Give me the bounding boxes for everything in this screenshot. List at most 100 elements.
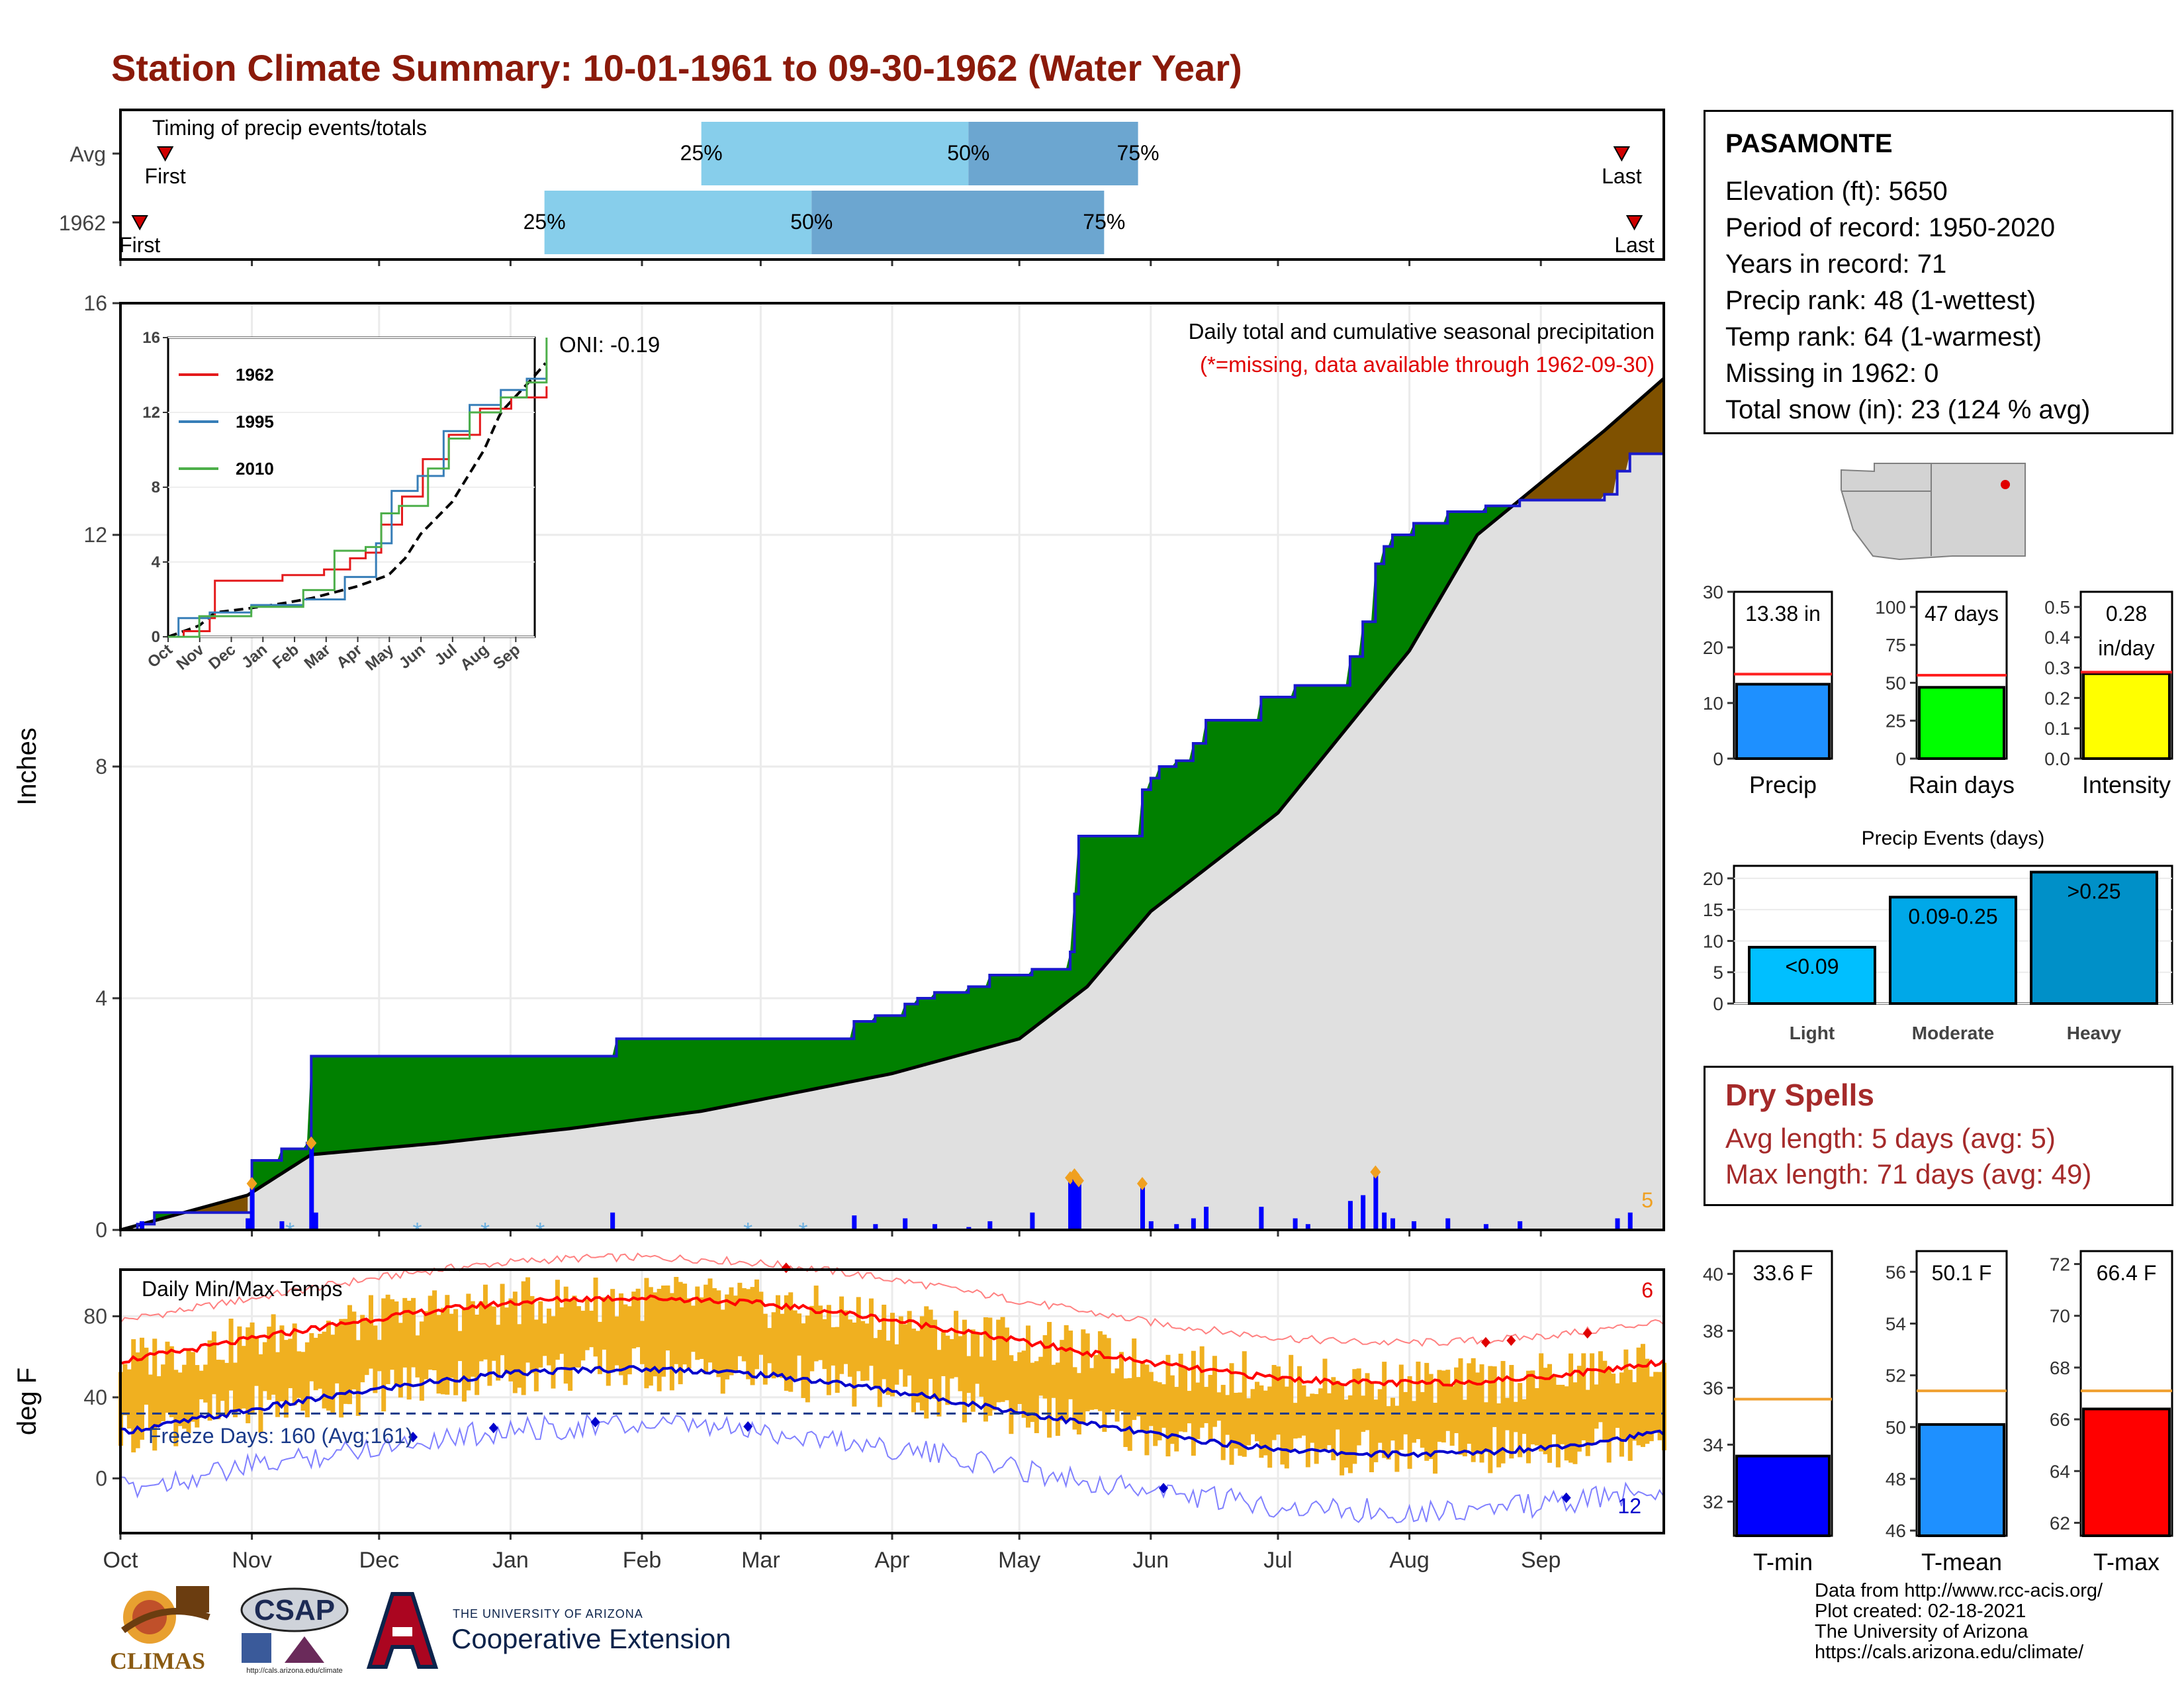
- first-marker-1: [131, 215, 148, 231]
- temp-daily-bar-251: [1183, 1366, 1188, 1432]
- temp-daily-bar-255: [1199, 1346, 1205, 1428]
- temp-daily-bar-97: [529, 1295, 535, 1374]
- daily-precip-bar-5: [313, 1212, 318, 1230]
- temp-daily-bar-248: [1169, 1375, 1175, 1444]
- temp-daily-bar-59: [368, 1295, 373, 1369]
- temp-daily-bar-18: [195, 1365, 200, 1428]
- temp-daily-bar-257: [1208, 1374, 1213, 1442]
- precip-ytick-label-4: 16: [83, 291, 107, 315]
- temp-daily-bar-58: [364, 1318, 369, 1376]
- temp-daily-bar-345: [1581, 1353, 1586, 1440]
- timing-label-50-1: 50%: [790, 210, 833, 234]
- temp-daily-bar-143: [725, 1294, 730, 1380]
- temp-daily-bar-220: [1051, 1364, 1056, 1398]
- snow-event-marker-4: [306, 1136, 317, 1150]
- daily-precip-bar-22: [1259, 1207, 1264, 1230]
- temp-daily-bar-309: [1428, 1374, 1433, 1460]
- temp-daily-bar-21: [207, 1340, 212, 1421]
- temp-daily-bar-271: [1267, 1386, 1273, 1468]
- normal-min-line: [120, 1365, 1665, 1459]
- temp-daily-bar-106: [568, 1300, 573, 1391]
- daily-precip-bar-7: [852, 1215, 857, 1230]
- events-ytick-label-4: 20: [1703, 868, 1723, 889]
- freeze-days-label: Freeze Days: 160 (Avg:161): [148, 1424, 413, 1448]
- raindays-gauge-ytick-label-1: 25: [1886, 711, 1906, 731]
- temp-daily-bar-285: [1326, 1393, 1332, 1446]
- temp-daily-bar-85: [478, 1301, 484, 1362]
- temp-daily-bar-89: [496, 1325, 501, 1381]
- temp-daily-bar-221: [1055, 1362, 1060, 1436]
- temp-daily-bar-303: [1403, 1391, 1408, 1434]
- temp-daily-bar-203: [979, 1356, 984, 1397]
- temp-daily-bar-37: [275, 1352, 281, 1417]
- temp-daily-bar-224: [1068, 1331, 1073, 1399]
- daily-precip-bar-16: [1076, 1180, 1081, 1230]
- avg-cumulative-line: [120, 377, 1665, 1232]
- precip-corner-count: 5: [1641, 1188, 1653, 1212]
- tmean-gauge-ytick-label-4: 54: [1886, 1313, 1906, 1334]
- csap-logo-text: CSAP: [254, 1594, 335, 1626]
- temp-daily-bar-84: [475, 1314, 480, 1395]
- temp-daily-bar-132: [678, 1282, 683, 1385]
- temp-daily-bar-19: [199, 1370, 204, 1399]
- temp-daily-bar-353: [1615, 1383, 1620, 1429]
- temp-daily-bar-124: [644, 1278, 649, 1389]
- raindays-gauge-value-label-0: 47 days: [1925, 602, 1999, 626]
- timing-label-25-0: 25%: [680, 141, 723, 165]
- temp-daily-bar-250: [1178, 1353, 1183, 1432]
- timing-label-75-1: 75%: [1083, 210, 1125, 234]
- temp-daily-bar-8: [152, 1338, 158, 1451]
- temp-daily-bar-209: [1004, 1327, 1009, 1401]
- intensity-gauge-ytick-label-4: 0.4: [2044, 628, 2070, 648]
- temp-daily-bar-331: [1522, 1399, 1527, 1434]
- inset-series-1962: [168, 386, 548, 638]
- timing-row-label-0: Avg: [69, 142, 106, 166]
- events-bar-light: [1748, 945, 1876, 1005]
- temp-daily-bar-292: [1356, 1368, 1361, 1446]
- temp-daily-bar-87: [487, 1305, 492, 1386]
- credit-univ: The University of Arizona: [1815, 1621, 2028, 1642]
- temp-daily-bar-161: [801, 1323, 806, 1398]
- temp-daily-bar-165: [818, 1305, 823, 1360]
- temp-ytick-label-0: 0: [95, 1466, 107, 1490]
- temp-daily-bar-304: [1407, 1376, 1412, 1469]
- month-label-Feb: Feb: [623, 1548, 662, 1573]
- temp-daily-bar-286: [1331, 1377, 1336, 1460]
- credit-data: Data from http://www.rcc-acis.org/: [1815, 1580, 2103, 1601]
- temp-daily-bar-12: [169, 1346, 174, 1417]
- temp-daily-bar-200: [966, 1356, 972, 1393]
- temp-daily-bar-179: [877, 1330, 882, 1407]
- temp-daily-bar-197: [954, 1311, 959, 1378]
- tmin-gauge-value-bar: [1735, 1454, 1831, 1538]
- precip-gauge-ytick-label-0: 0: [1713, 749, 1723, 769]
- temp-daily-bar-168: [831, 1327, 836, 1366]
- events-bar-moderate: [1889, 896, 2017, 1005]
- daily-precip-bar-30: [1412, 1221, 1417, 1230]
- tmax-gauge-ytick-label-0: 62: [2050, 1513, 2070, 1533]
- temp-daily-bar-339: [1555, 1384, 1561, 1468]
- temp-daily-bar-275: [1284, 1386, 1289, 1469]
- raindays-gauge-ytick-label-2: 50: [1886, 673, 1906, 693]
- temp-daily-bar-231: [1097, 1331, 1103, 1411]
- temp-daily-bar-63: [385, 1294, 390, 1384]
- temp-daily-bar-115: [606, 1298, 611, 1386]
- temp-daily-bar-113: [597, 1321, 602, 1374]
- temp-daily-bar-109: [580, 1311, 586, 1361]
- temp-daily-bar-11: [165, 1341, 170, 1413]
- temp-daily-bar-91: [504, 1307, 509, 1374]
- temp-daily-bar-199: [962, 1319, 967, 1423]
- precip-chart-title: Daily total and cumulative seasonal prec…: [1189, 319, 1655, 344]
- temp-daily-bar-270: [1263, 1390, 1268, 1456]
- daily-precip-bar-32: [1483, 1224, 1488, 1230]
- temp-daily-bar-349: [1598, 1351, 1603, 1423]
- temp-daily-bar-105: [563, 1286, 569, 1384]
- avg-cumulative-area: [120, 378, 1664, 1230]
- temp-daily-bar-137: [699, 1297, 704, 1359]
- temp-daily-bar-139: [707, 1278, 713, 1363]
- oni-label: ONI: -0.19: [559, 332, 660, 357]
- events-category-light: Light: [1790, 1023, 1835, 1043]
- daily-precip-bar-10: [933, 1224, 938, 1230]
- inset-series-2010: [168, 338, 548, 638]
- temp-daily-bar-289: [1343, 1399, 1349, 1468]
- temp-daily-bar-121: [631, 1291, 637, 1349]
